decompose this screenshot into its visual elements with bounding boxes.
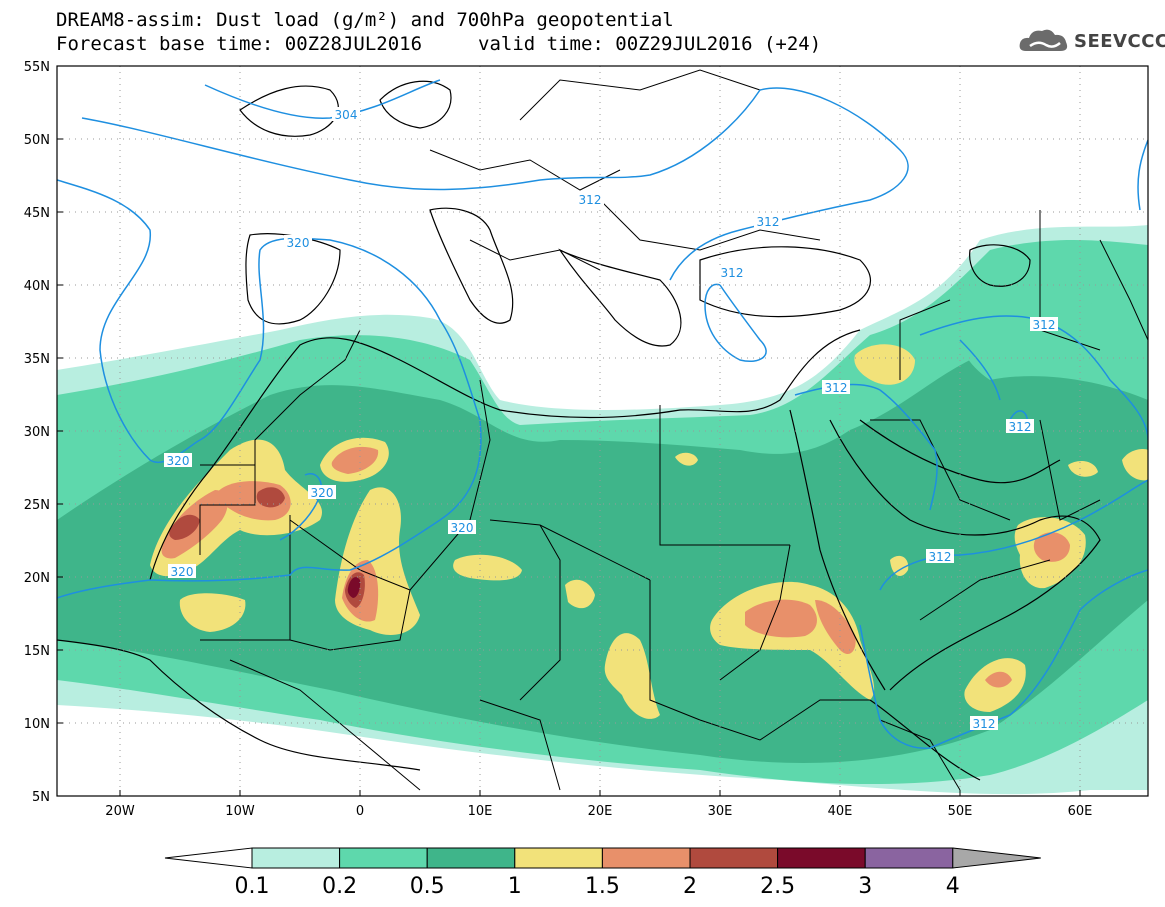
lon-label: 40E <box>828 804 853 819</box>
geopotential-contours <box>57 79 1148 749</box>
colorbar-label: 1.5 <box>585 874 620 899</box>
coastlines <box>57 80 1101 781</box>
latitude-labels: 55N 50N 45N 40N 35N 30N 25N 20N 15N 10N … <box>24 60 50 805</box>
forecast-base-time: Forecast base time: 00Z28JUL2016 <box>56 33 423 55</box>
colorbar-segment <box>426 847 516 869</box>
lat-label: 30N <box>24 425 50 440</box>
contour-label: 320 <box>171 565 194 579</box>
lon-label: 20E <box>588 804 613 819</box>
colorbar-segment <box>514 847 603 869</box>
contour-label: 312 <box>1033 318 1056 332</box>
contour-label: 320 <box>451 521 474 535</box>
colorbar-label: 0.1 <box>235 874 270 899</box>
contour-label-bg <box>926 549 954 563</box>
lat-label: 55N <box>24 60 50 75</box>
colorbar-label: 0.5 <box>410 874 445 899</box>
lon-label: 10E <box>468 804 493 819</box>
contour-label: 312 <box>973 717 996 731</box>
lat-label: 5N <box>32 790 50 805</box>
contour-label-bg <box>332 107 360 121</box>
contour-label: 320 <box>311 486 334 500</box>
colorbar-label: 2 <box>683 874 697 899</box>
contour-label-bg <box>1030 317 1058 331</box>
colorbar-label: 1 <box>508 874 522 899</box>
lat-label: 35N <box>24 352 50 367</box>
lat-label: 50N <box>24 133 50 148</box>
lat-label: 15N <box>24 644 50 659</box>
lon-label: 60E <box>1068 804 1093 819</box>
logo-text: SEEVCCC <box>1074 30 1165 52</box>
contour-label: 312 <box>1009 420 1032 434</box>
contour-label-bg <box>822 380 850 394</box>
contour-label: 320 <box>287 236 310 250</box>
colorbar-label: 3 <box>858 874 872 899</box>
dust-level-0.2-arabia <box>956 289 1148 400</box>
contour-label-bg <box>308 485 336 499</box>
cloud-icon <box>1019 29 1068 51</box>
contour-label: 304 <box>335 108 358 122</box>
lat-label: 25N <box>24 498 50 513</box>
colorbar-upper-triangle <box>952 847 1041 869</box>
colorbar-label: 2.5 <box>760 874 795 899</box>
lon-label: 10W <box>225 804 255 819</box>
lat-label: 45N <box>24 206 50 221</box>
lat-label: 10N <box>24 717 50 732</box>
lon-label: 20W <box>105 804 135 819</box>
contour-label-bg <box>168 564 196 578</box>
contour-label-bg <box>970 716 998 730</box>
tick-marks <box>57 138 1081 796</box>
longitude-labels: 20W 10W 0 10E 20E 30E 40E 50E 60E <box>105 804 1092 819</box>
lon-label: 30E <box>708 804 733 819</box>
contour-label: 312 <box>579 193 602 207</box>
contour-label: 312 <box>721 266 744 280</box>
contour-label-bg <box>754 214 782 228</box>
contour-label: 312 <box>929 550 952 564</box>
contour-label-group: 304 312 312 312 320 320 320 320 320 312 312 312 312 3… <box>164 107 1058 731</box>
colorbar: 0.1 0.2 0.5 1 1.5 2 2.5 3 4 <box>164 847 1041 899</box>
contour-label: 312 <box>757 215 780 229</box>
colorbar-segment <box>689 847 779 869</box>
country-borders <box>199 69 1148 791</box>
colorbar-segment <box>339 847 428 869</box>
dust-level-2.5 <box>347 577 361 598</box>
contour-label-bg <box>164 453 192 467</box>
contour-label-bg <box>1006 419 1034 433</box>
contour-label: 320 <box>167 454 190 468</box>
contour-label: 312 <box>825 381 848 395</box>
lon-label: 0 <box>356 804 364 819</box>
colorbar-segment <box>601 847 691 869</box>
colorbar-label: 0.2 <box>322 874 357 899</box>
colorbar-segment <box>864 847 954 869</box>
contour-label-bg <box>576 192 604 206</box>
contour-label-bg <box>284 235 312 249</box>
contour-label-bg <box>448 520 476 534</box>
lat-label: 40N <box>24 279 50 294</box>
colorbar-lower-triangle <box>164 847 253 869</box>
chart-title: DREAM8-assim: Dust load (g/m²) and 700hP… <box>56 9 674 31</box>
seevccc-logo: SEEVCCC <box>1018 27 1165 55</box>
contour-label-bg <box>718 265 746 279</box>
lat-label: 20N <box>24 571 50 586</box>
valid-time: valid time: 00Z29JUL2016 (+24) <box>478 33 822 55</box>
dust-fields <box>57 66 1148 796</box>
lon-label: 50E <box>948 804 973 819</box>
colorbar-label: 4 <box>946 874 960 899</box>
colorbar-segment <box>777 847 866 869</box>
colorbar-segment <box>251 847 341 869</box>
